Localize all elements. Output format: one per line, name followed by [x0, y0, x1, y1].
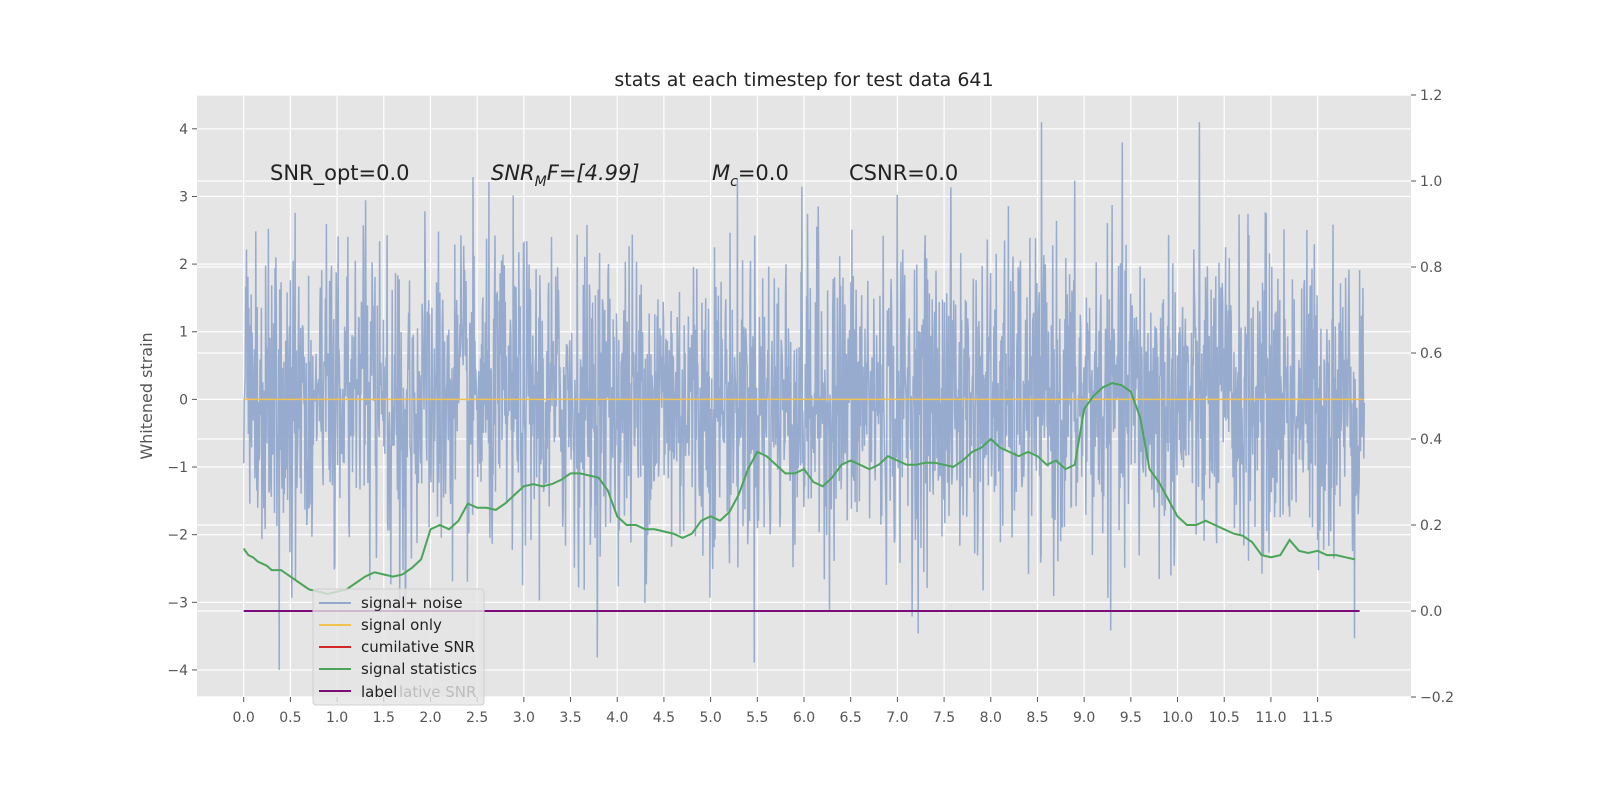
legend-label-cumulative-snr: cumilative SNR [361, 638, 475, 656]
legend-label-label: label [361, 683, 397, 701]
x-tick-label: 1.0 [326, 710, 348, 726]
y-tick-label: 0 [179, 392, 188, 408]
legend-box [312, 588, 485, 706]
y2-tick-label: 0.4 [1420, 432, 1442, 448]
x-tick-label: 10.5 [1209, 710, 1240, 726]
legend-label-signal-only: signal only [361, 616, 442, 634]
x-tick-label: 5.0 [699, 710, 721, 726]
legend-ghost-text: lative SNR [399, 683, 476, 701]
x-tick-label: 9.5 [1120, 710, 1142, 726]
annotation-csnr: CSNR=0.0 [849, 161, 958, 185]
y-tick-label: −4 [167, 663, 188, 679]
x-tick-label: 4.5 [653, 710, 675, 726]
x-tick-label: 0.5 [279, 710, 301, 726]
y2-tick-label: 0.0 [1420, 604, 1442, 620]
x-tick-label: 3.0 [513, 710, 535, 726]
x-tick-label: 5.5 [746, 710, 768, 726]
y-tick-label: −2 [167, 528, 188, 544]
y-axis-left: 4 3 2 1 0 −1 −2 −3 −4 [167, 122, 197, 679]
signal-statistics-line [242, 382, 1356, 595]
annotation-mc: Mc=0.0 [712, 161, 789, 190]
y-axis-right: 1.2 1.0 0.8 0.6 0.4 0.2 0.0 −0.2 [1411, 88, 1454, 706]
x-tick-label: 8.5 [1026, 710, 1048, 726]
x-tick-label: 10.0 [1162, 710, 1193, 726]
legend-label-signal-statistics: signal statistics [361, 660, 477, 678]
x-tick-label: 6.5 [840, 710, 862, 726]
x-tick-label: 3.5 [559, 710, 581, 726]
x-tick-label: 4.0 [606, 710, 628, 726]
x-tick-label: 9.0 [1073, 710, 1095, 726]
y2-tick-label: 1.2 [1420, 88, 1442, 104]
signal-noise-series [242, 122, 1366, 670]
x-tick-label: 7.5 [933, 710, 955, 726]
x-tick-label: 1.5 [373, 710, 395, 726]
y-tick-label: −3 [167, 595, 188, 611]
y-tick-label: 4 [179, 122, 188, 138]
signal-noise-line [242, 122, 1366, 670]
y2-tick-label: 0.2 [1420, 518, 1442, 534]
y2-tick-label: 0.6 [1420, 346, 1442, 362]
y-tick-label: 3 [179, 189, 188, 205]
x-tick-label: 2.0 [419, 710, 441, 726]
y-axis-label: Whitened strain [137, 332, 156, 459]
x-tick-label: 2.5 [466, 710, 488, 726]
y-tick-label: 2 [179, 257, 188, 273]
x-tick-label: 11.5 [1302, 710, 1333, 726]
legend: lative SNR signal+ noise signal only cum… [312, 588, 485, 706]
x-tick-label: 0.0 [233, 710, 255, 726]
legend-label-signal-noise: signal+ noise [361, 594, 463, 612]
annotation-snr-mf: SNRMF=[4.99] [491, 161, 640, 190]
x-tick-label: 8.0 [980, 710, 1002, 726]
x-tick-label: 11.0 [1255, 710, 1286, 726]
y-tick-label: −1 [167, 460, 188, 476]
x-tick-label: 6.0 [793, 710, 815, 726]
x-axis: 0.0 0.5 1.0 1.5 2.0 2.5 3.0 3.5 4.0 4.5 5.0 5.5 6.0 6… [233, 697, 1333, 726]
x-tick-label: 7.0 [886, 710, 908, 726]
y2-tick-label: 0.8 [1420, 260, 1442, 276]
y-tick-label: 1 [179, 325, 188, 341]
y2-tick-label: 1.0 [1420, 174, 1442, 190]
y2-tick-label: −0.2 [1420, 690, 1454, 706]
annotation-snr-opt: SNR_opt=0.0 [270, 161, 410, 186]
chart-title: stats at each timestep for test data 641 [614, 69, 993, 91]
